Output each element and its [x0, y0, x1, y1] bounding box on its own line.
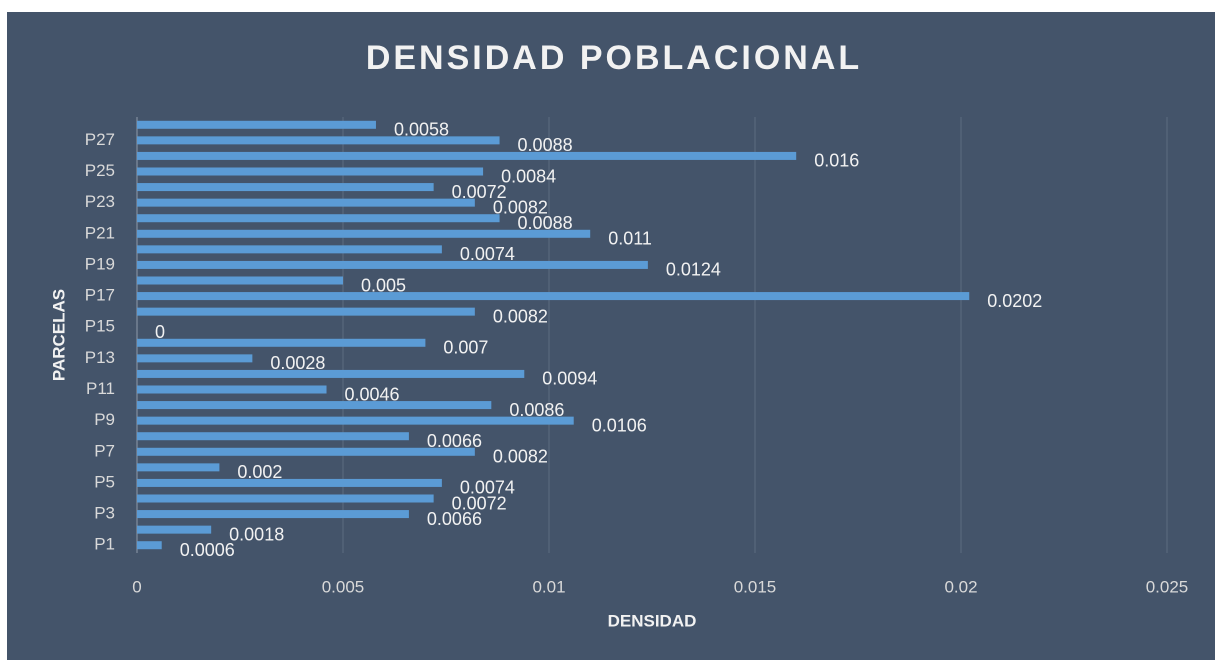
data-label: 0.0028: [270, 353, 325, 373]
y-tick-label: P21: [85, 223, 115, 242]
data-label: 0: [155, 322, 165, 342]
bar: [137, 229, 591, 238]
data-label: 0.0094: [542, 369, 597, 389]
data-label: 0.0018: [229, 524, 284, 544]
data-label: 0.002: [237, 462, 282, 482]
data-label: 0.0084: [501, 166, 556, 186]
data-label: 0.0074: [460, 244, 515, 264]
y-tick-label: P5: [94, 472, 115, 491]
y-tick-label: P3: [94, 504, 115, 523]
data-label: 0.016: [814, 151, 859, 171]
bar: [137, 416, 574, 425]
y-tick-label: P7: [94, 441, 115, 460]
bar: [137, 432, 409, 441]
bar: [137, 478, 442, 487]
y-tick-label: P11: [86, 379, 115, 398]
bar: [137, 338, 426, 347]
y-tick-label: P23: [85, 192, 115, 211]
data-label: 0.0066: [427, 431, 482, 451]
bar: [137, 183, 434, 192]
data-label: 0.0124: [666, 260, 721, 280]
x-tick-label: 0.025: [1146, 577, 1189, 596]
data-label: 0.0082: [493, 197, 548, 217]
x-tick-label: 0.02: [944, 577, 977, 596]
data-label: 0.0066: [427, 509, 482, 529]
bar: [137, 541, 162, 550]
y-tick-label: P13: [85, 348, 115, 367]
data-label: 0.0088: [518, 135, 573, 155]
bar: [137, 463, 220, 472]
data-label: 0.0072: [452, 493, 507, 513]
x-tick-label: 0: [132, 577, 141, 596]
data-label: 0.0106: [592, 415, 647, 435]
y-axis-title: PARCELAS: [49, 289, 68, 381]
data-label: 0.0046: [345, 384, 400, 404]
data-label: 0.005: [361, 275, 406, 295]
bar: [137, 136, 500, 145]
data-label: 0.0058: [394, 120, 449, 140]
bar: [137, 369, 525, 378]
data-label: 0.0086: [509, 400, 564, 420]
bar: [137, 214, 500, 223]
data-label: 0.0088: [518, 213, 573, 233]
y-tick-label: P27: [85, 130, 115, 149]
y-tick-label: P25: [85, 161, 115, 180]
y-tick-label: P15: [85, 317, 115, 336]
y-tick-label: P17: [85, 286, 115, 305]
bar: [137, 525, 212, 534]
data-label: 0.0072: [452, 182, 507, 202]
bar: [137, 276, 343, 285]
x-tick-label: 0.005: [322, 577, 365, 596]
bar: [137, 245, 442, 254]
bar: [137, 447, 475, 456]
data-label: 0.0006: [180, 540, 235, 560]
bar: [137, 292, 970, 301]
bar: [137, 401, 492, 410]
bar: [137, 167, 484, 176]
bar: [137, 385, 327, 394]
bar: [137, 260, 648, 269]
bar: [137, 354, 253, 363]
bar: [137, 120, 376, 129]
data-label: 0.007: [443, 338, 488, 358]
bar: [137, 510, 409, 519]
y-tick-label: P9: [94, 410, 115, 429]
bar: [137, 151, 797, 160]
bar: [137, 307, 475, 316]
y-tick-label: P1: [94, 535, 115, 554]
data-label: 0.0202: [987, 291, 1042, 311]
chart-background: [7, 12, 1215, 660]
y-tick-label: P19: [85, 254, 115, 273]
chart-title: DENSIDAD POBLACIONAL: [366, 39, 862, 77]
data-label: 0.0082: [493, 447, 548, 467]
x-tick-label: 0.01: [532, 577, 565, 596]
x-tick-label: 0.015: [734, 577, 777, 596]
bar: [137, 494, 434, 503]
data-label: 0.0082: [493, 306, 548, 326]
x-axis-title: DENSIDAD: [608, 611, 697, 630]
data-label: 0.0074: [460, 478, 515, 498]
bar: [137, 198, 475, 207]
data-label: 0.011: [608, 229, 652, 249]
